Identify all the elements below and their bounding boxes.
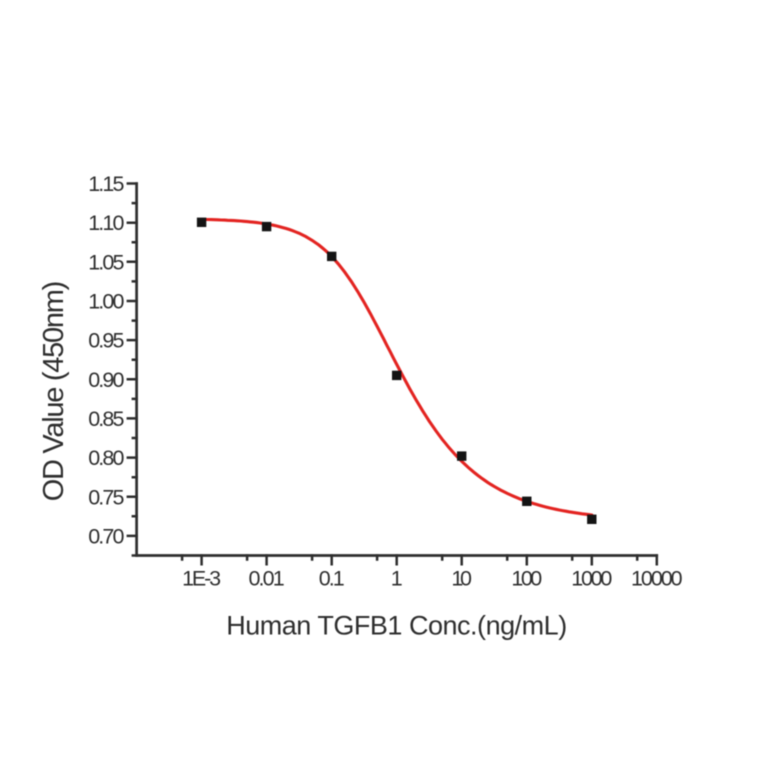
svg-text:Human TGFB1 Conc.(ng/mL): Human TGFB1 Conc.(ng/mL) bbox=[226, 611, 567, 641]
svg-text:1.10: 1.10 bbox=[88, 211, 124, 235]
svg-text:100: 100 bbox=[511, 567, 542, 591]
svg-text:1000: 1000 bbox=[571, 567, 612, 591]
svg-text:0.80: 0.80 bbox=[88, 446, 124, 470]
svg-text:1.15: 1.15 bbox=[88, 172, 124, 196]
svg-text:0.90: 0.90 bbox=[88, 368, 124, 392]
svg-text:1.05: 1.05 bbox=[88, 250, 124, 274]
svg-text:10: 10 bbox=[451, 567, 472, 591]
svg-text:OD Value (450nm): OD Value (450nm) bbox=[38, 281, 70, 502]
svg-text:0.75: 0.75 bbox=[88, 485, 124, 509]
svg-text:0.95: 0.95 bbox=[88, 329, 124, 353]
svg-text:10000: 10000 bbox=[631, 567, 683, 591]
svg-text:0.1: 0.1 bbox=[319, 567, 345, 591]
svg-text:0.70: 0.70 bbox=[88, 524, 124, 548]
svg-text:0.85: 0.85 bbox=[88, 407, 124, 431]
svg-text:1: 1 bbox=[391, 567, 403, 591]
svg-text:1.00: 1.00 bbox=[88, 290, 124, 314]
svg-text:1E-3: 1E-3 bbox=[182, 567, 221, 591]
svg-text:0.01: 0.01 bbox=[248, 567, 284, 591]
